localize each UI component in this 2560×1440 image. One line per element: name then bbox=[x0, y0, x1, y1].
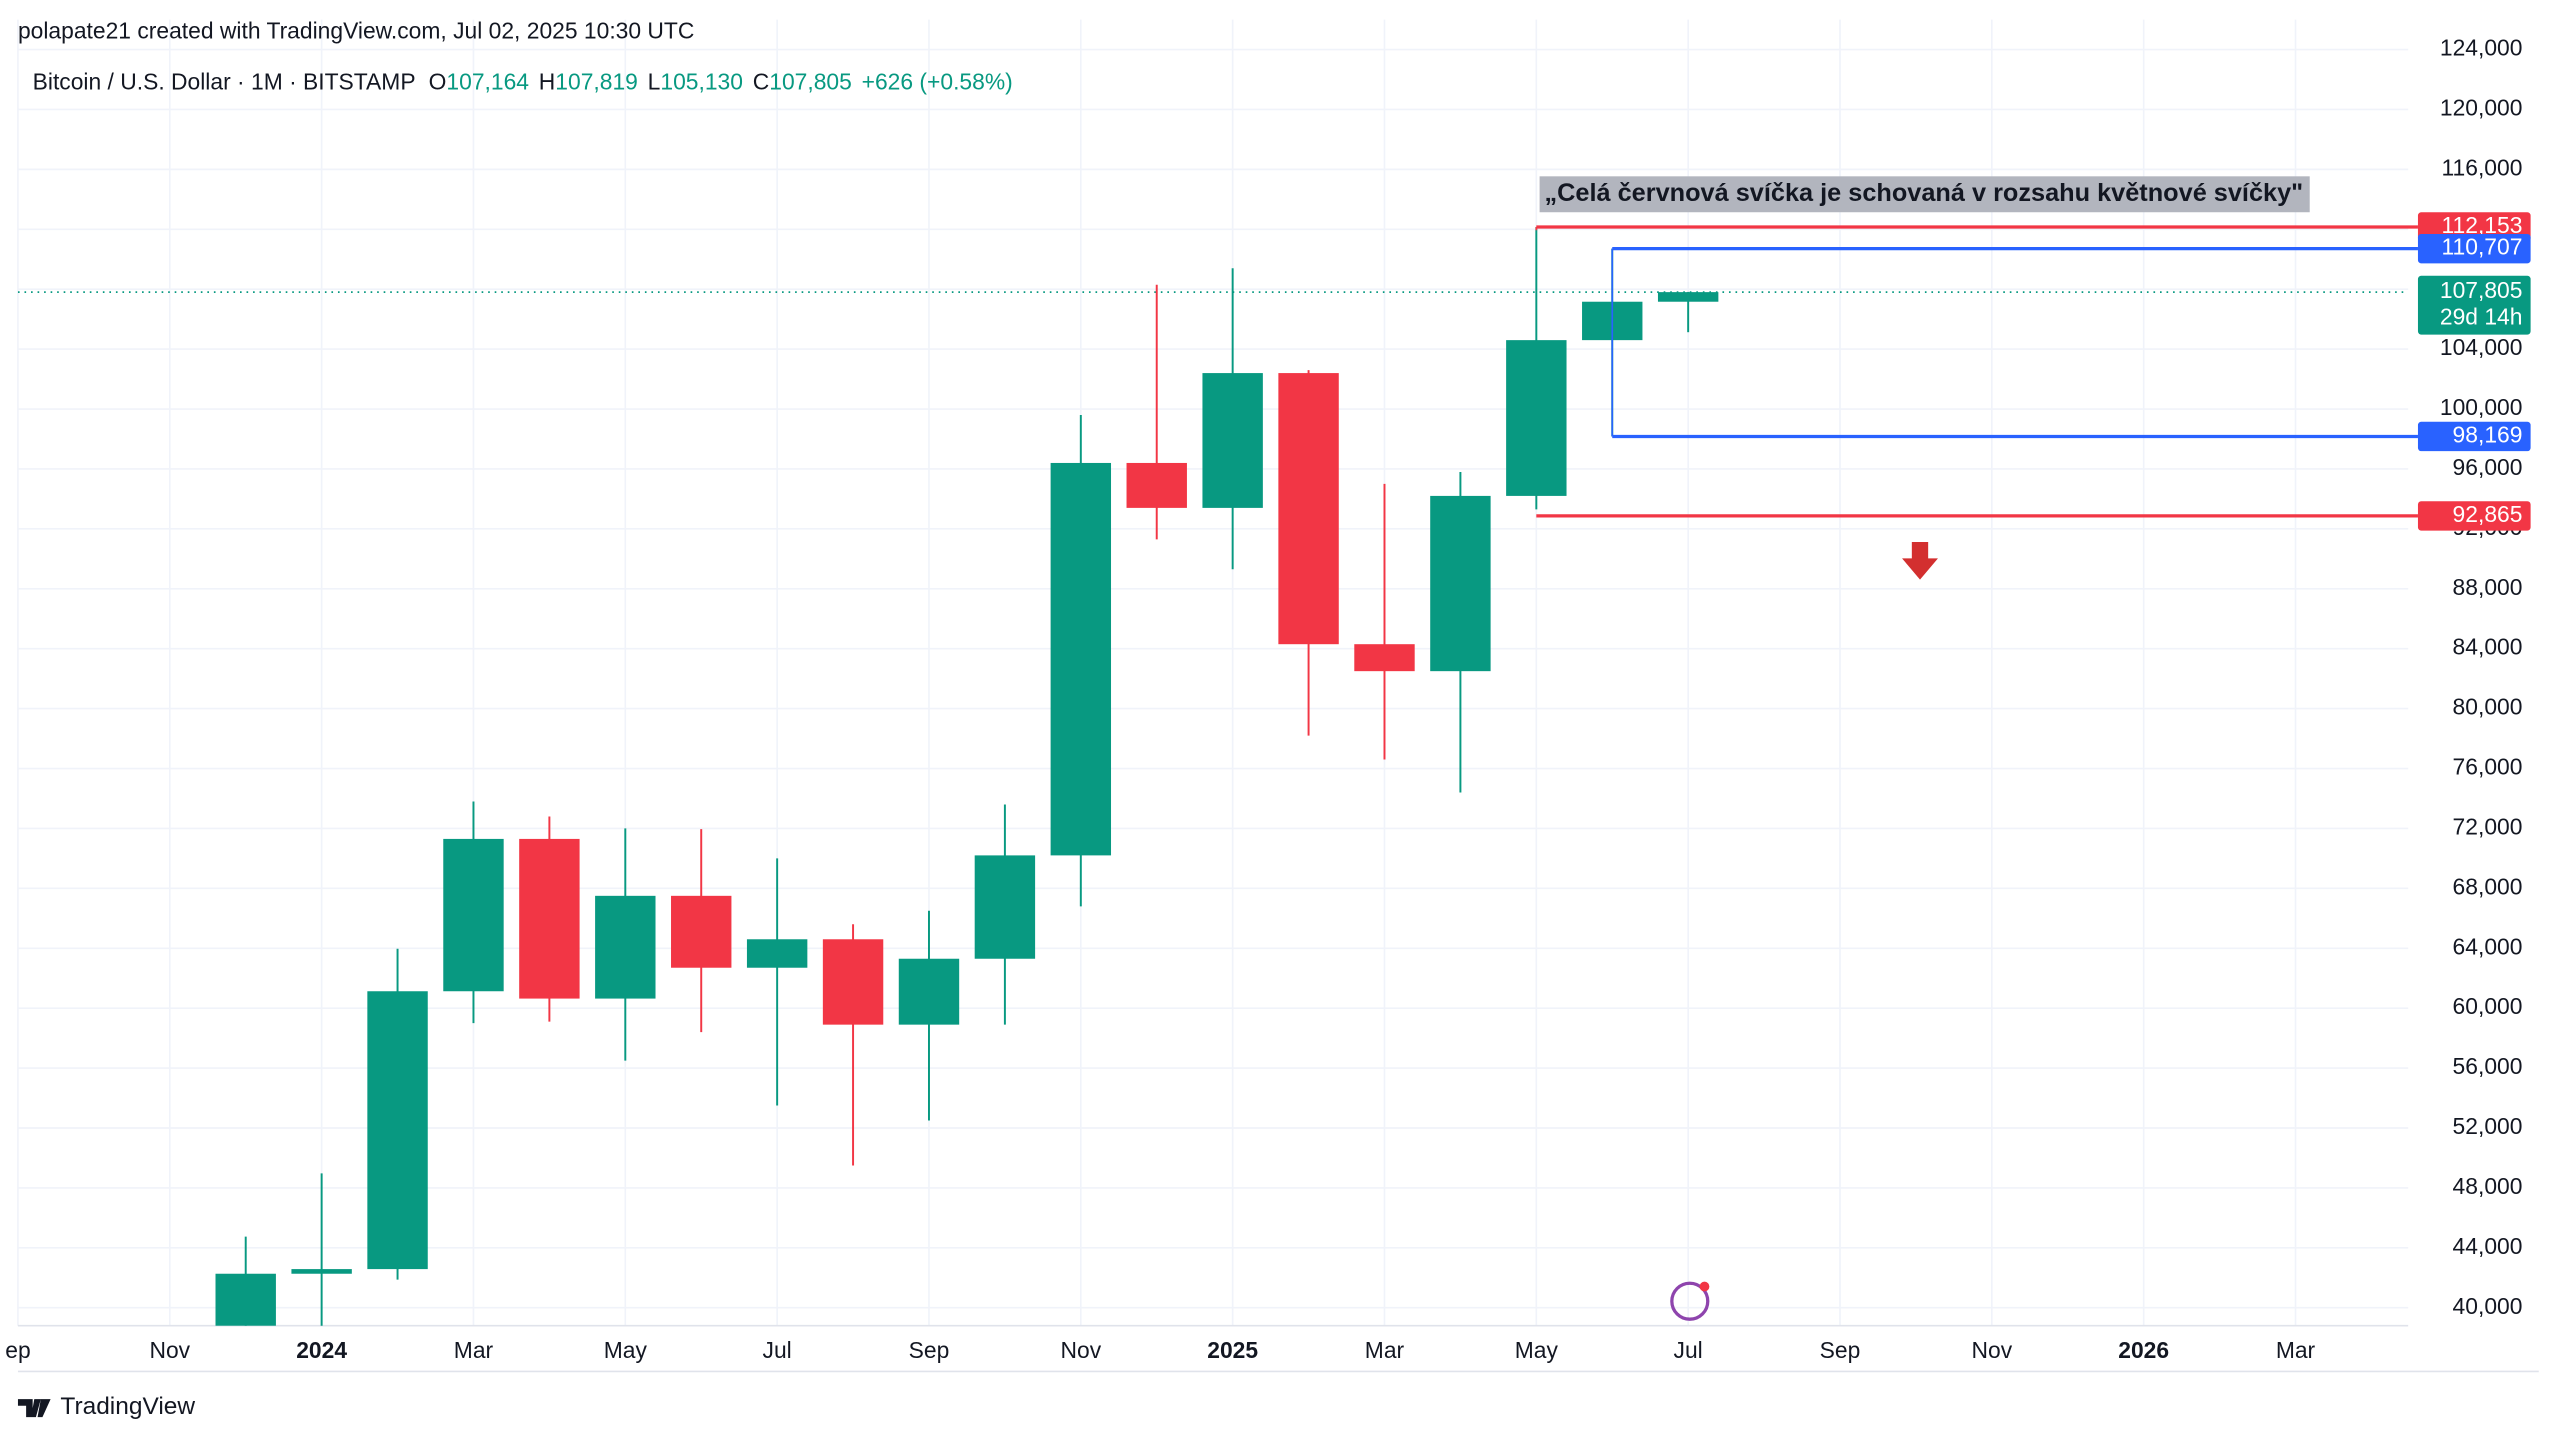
level-label-bg bbox=[2417, 233, 2531, 264]
candle-body bbox=[671, 895, 732, 968]
candle-body bbox=[1278, 373, 1339, 645]
watermark-icon bbox=[1670, 1281, 1710, 1321]
x-tick-label: 2025 bbox=[1207, 1337, 1258, 1363]
candle-body bbox=[1354, 644, 1415, 672]
y-tick-label: 96,000 bbox=[2453, 454, 2523, 480]
y-tick-label: 80,000 bbox=[2453, 694, 2523, 720]
y-tick-label: 88,000 bbox=[2453, 574, 2523, 600]
level-label: 98,169 bbox=[2453, 421, 2523, 447]
footer-logo bbox=[17, 1399, 51, 1418]
level-label-bg bbox=[2417, 421, 2531, 452]
x-tick-label: May bbox=[1515, 1337, 1559, 1363]
x-tick-label: Jul bbox=[1674, 1337, 1703, 1363]
x-tick-label: Jul bbox=[763, 1337, 792, 1363]
legend-key: O bbox=[429, 68, 447, 94]
y-tick-label: 40,000 bbox=[2453, 1293, 2523, 1319]
legend-key: H bbox=[539, 68, 556, 94]
candle-body bbox=[1202, 373, 1263, 508]
x-tick-label: Nov bbox=[1972, 1337, 2013, 1363]
candle-body bbox=[898, 958, 960, 1025]
x-tick-label: ep bbox=[5, 1337, 30, 1363]
y-tick-label: 52,000 bbox=[2453, 1113, 2523, 1139]
arrow-down bbox=[1902, 542, 1938, 580]
candle-body bbox=[822, 939, 884, 1025]
legend-value: 107,819 bbox=[555, 68, 638, 94]
candle-body bbox=[291, 1269, 352, 1274]
legend-value: 105,130 bbox=[660, 68, 743, 94]
x-tick-label: Sep bbox=[1820, 1337, 1861, 1363]
legend-change: +626 (+0.58%) bbox=[862, 68, 1013, 94]
y-tick-label: 116,000 bbox=[2442, 154, 2523, 180]
x-tick-label: May bbox=[604, 1337, 648, 1363]
y-tick-label: 56,000 bbox=[2453, 1053, 2523, 1079]
y-tick-label: 72,000 bbox=[2453, 813, 2523, 839]
legend: O 107,164 H 107,819 L 105,130 C 107,805 +626 (+0… bbox=[429, 68, 1013, 94]
candle-body bbox=[1506, 340, 1567, 496]
y-tick-label: 68,000 bbox=[2453, 873, 2523, 899]
candle-body bbox=[443, 838, 504, 992]
candle-body bbox=[215, 1273, 276, 1326]
candle-body bbox=[1430, 495, 1491, 672]
last-price-bg bbox=[2417, 275, 2531, 335]
candle-body bbox=[1657, 292, 1719, 302]
y-tick-label: 60,000 bbox=[2453, 993, 2523, 1019]
x-tick-label: Mar bbox=[2276, 1337, 2316, 1363]
countdown-label: 29d 14h bbox=[2440, 303, 2523, 329]
level-label: 110,707 bbox=[2442, 234, 2523, 260]
y-tick-label: 44,000 bbox=[2453, 1233, 2523, 1259]
candle-body bbox=[1050, 462, 1112, 856]
symbol: Bitcoin / U.S. Dollar · 1M · BITSTAMP bbox=[33, 68, 416, 94]
level-label-bg bbox=[2417, 501, 2531, 531]
y-tick-label: 76,000 bbox=[2453, 754, 2523, 780]
x-tick-label: Nov bbox=[1061, 1337, 1102, 1363]
header: polapate21 created with TradingView.com,… bbox=[18, 18, 694, 44]
candle-body bbox=[519, 838, 580, 999]
y-tick-label: 120,000 bbox=[2440, 94, 2523, 120]
y-tick-label: 84,000 bbox=[2453, 634, 2523, 660]
legend-key: C bbox=[753, 68, 770, 94]
y-tick-label: 100,000 bbox=[2440, 394, 2523, 420]
y-tick-label: 104,000 bbox=[2440, 334, 2523, 360]
x-tick-label: Sep bbox=[909, 1337, 950, 1363]
level-label: 112,153 bbox=[2442, 212, 2523, 238]
candle-body bbox=[746, 939, 808, 968]
x-tick-label: Nov bbox=[149, 1337, 190, 1363]
y-tick-label: 48,000 bbox=[2453, 1173, 2523, 1199]
candle-body bbox=[367, 991, 428, 1270]
annotation: „Celá červnová svíčka je schovaná v rozs… bbox=[1544, 179, 2303, 207]
candle-body bbox=[1126, 462, 1187, 508]
candle-body bbox=[595, 895, 656, 999]
last-price-label: 107,805 bbox=[2440, 277, 2523, 303]
y-tick-label: 64,000 bbox=[2453, 933, 2523, 959]
x-tick-label: Mar bbox=[1365, 1337, 1405, 1363]
legend-value: 107,805 bbox=[769, 68, 852, 94]
y-tick-label: 124,000 bbox=[2440, 35, 2523, 61]
x-tick-label: 2026 bbox=[2118, 1337, 2169, 1363]
level-label: 92,865 bbox=[2453, 501, 2523, 527]
x-tick-label: Mar bbox=[454, 1337, 494, 1363]
x-tick-label: 2024 bbox=[296, 1337, 347, 1363]
footer: TradingView bbox=[60, 1393, 195, 1420]
annotation-bg bbox=[1539, 176, 2310, 213]
legend-value: 107,164 bbox=[446, 68, 529, 94]
legend-key: L bbox=[648, 68, 661, 94]
candle-body bbox=[974, 855, 1036, 959]
